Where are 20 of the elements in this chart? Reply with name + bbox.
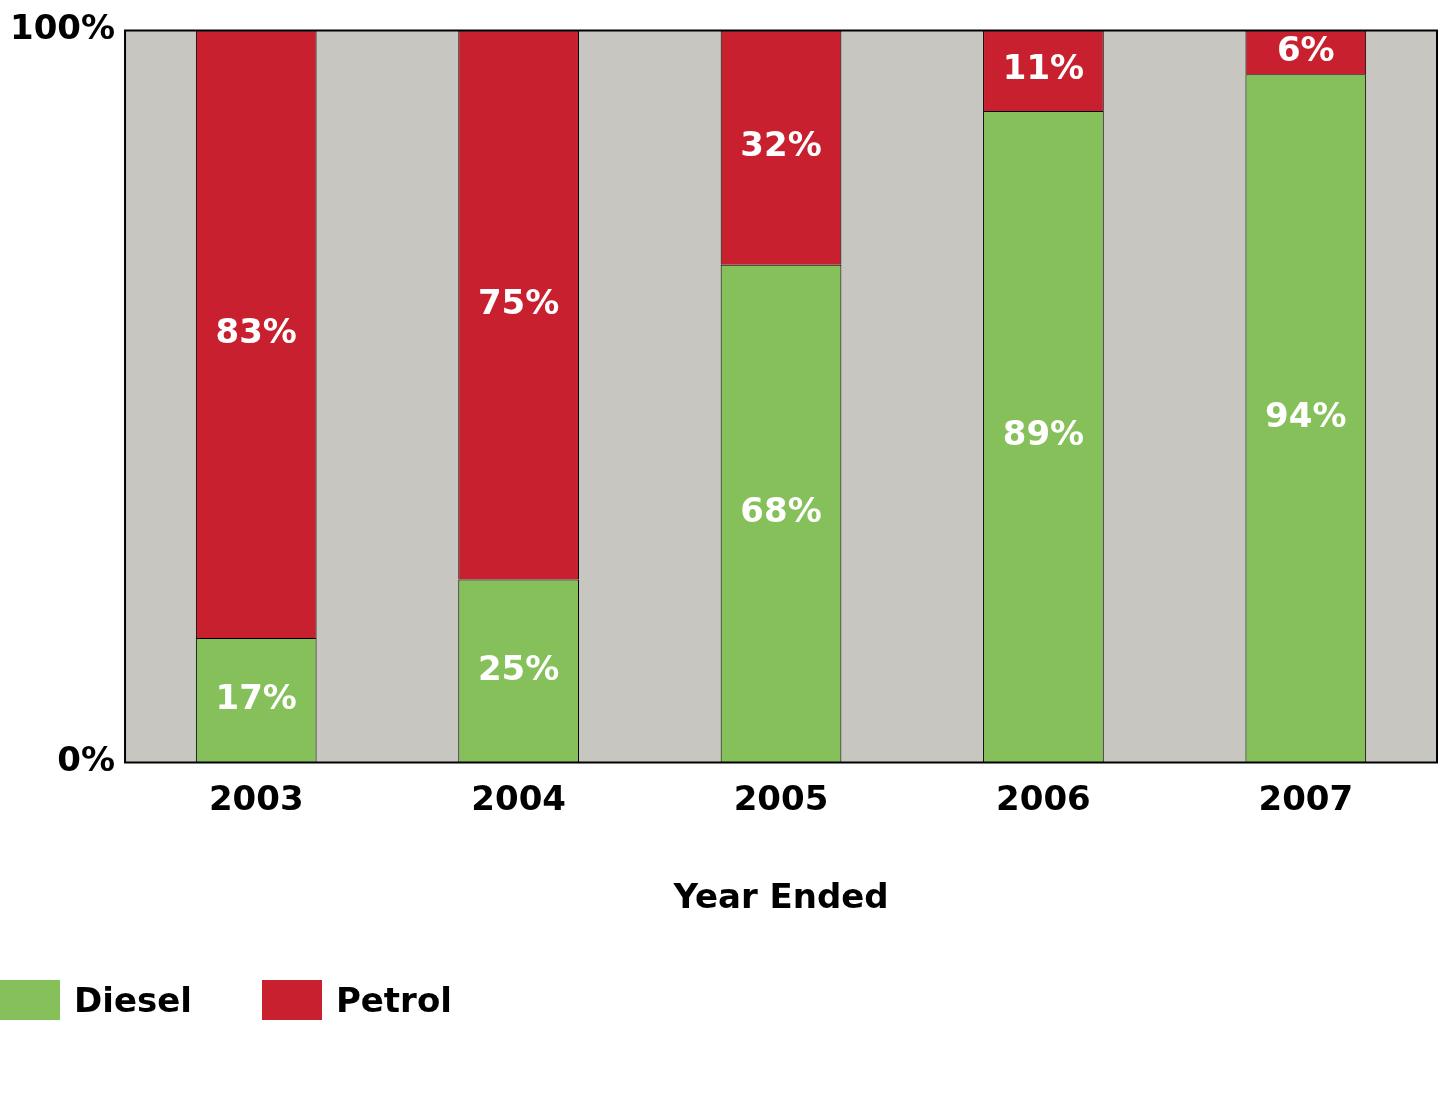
legend-label: Petrol [335, 980, 452, 1020]
y-tick-label: 0% [57, 739, 116, 780]
x-tick-label: 2005 [733, 777, 829, 818]
x-tick-label: 2004 [471, 777, 566, 818]
x-tick-label: 2006 [996, 777, 1091, 818]
data-label: 11% [1002, 47, 1085, 88]
data-label: 94% [1265, 395, 1347, 436]
data-label: 89% [1002, 413, 1085, 454]
data-label: 17% [215, 677, 297, 718]
data-label: 25% [477, 647, 560, 688]
data-label: 68% [740, 490, 822, 531]
data-label: 75% [477, 281, 560, 322]
x-tick-label: 2003 [208, 777, 304, 818]
data-label: 83% [215, 311, 297, 352]
legend-label: Diesel [74, 980, 192, 1020]
data-label: 6% [1276, 29, 1335, 70]
data-label: 32% [740, 124, 822, 165]
x-axis-title: Year Ended [672, 876, 889, 917]
y-tick-label: 100% [9, 7, 116, 48]
x-tick-label: 2007 [1258, 777, 1354, 818]
